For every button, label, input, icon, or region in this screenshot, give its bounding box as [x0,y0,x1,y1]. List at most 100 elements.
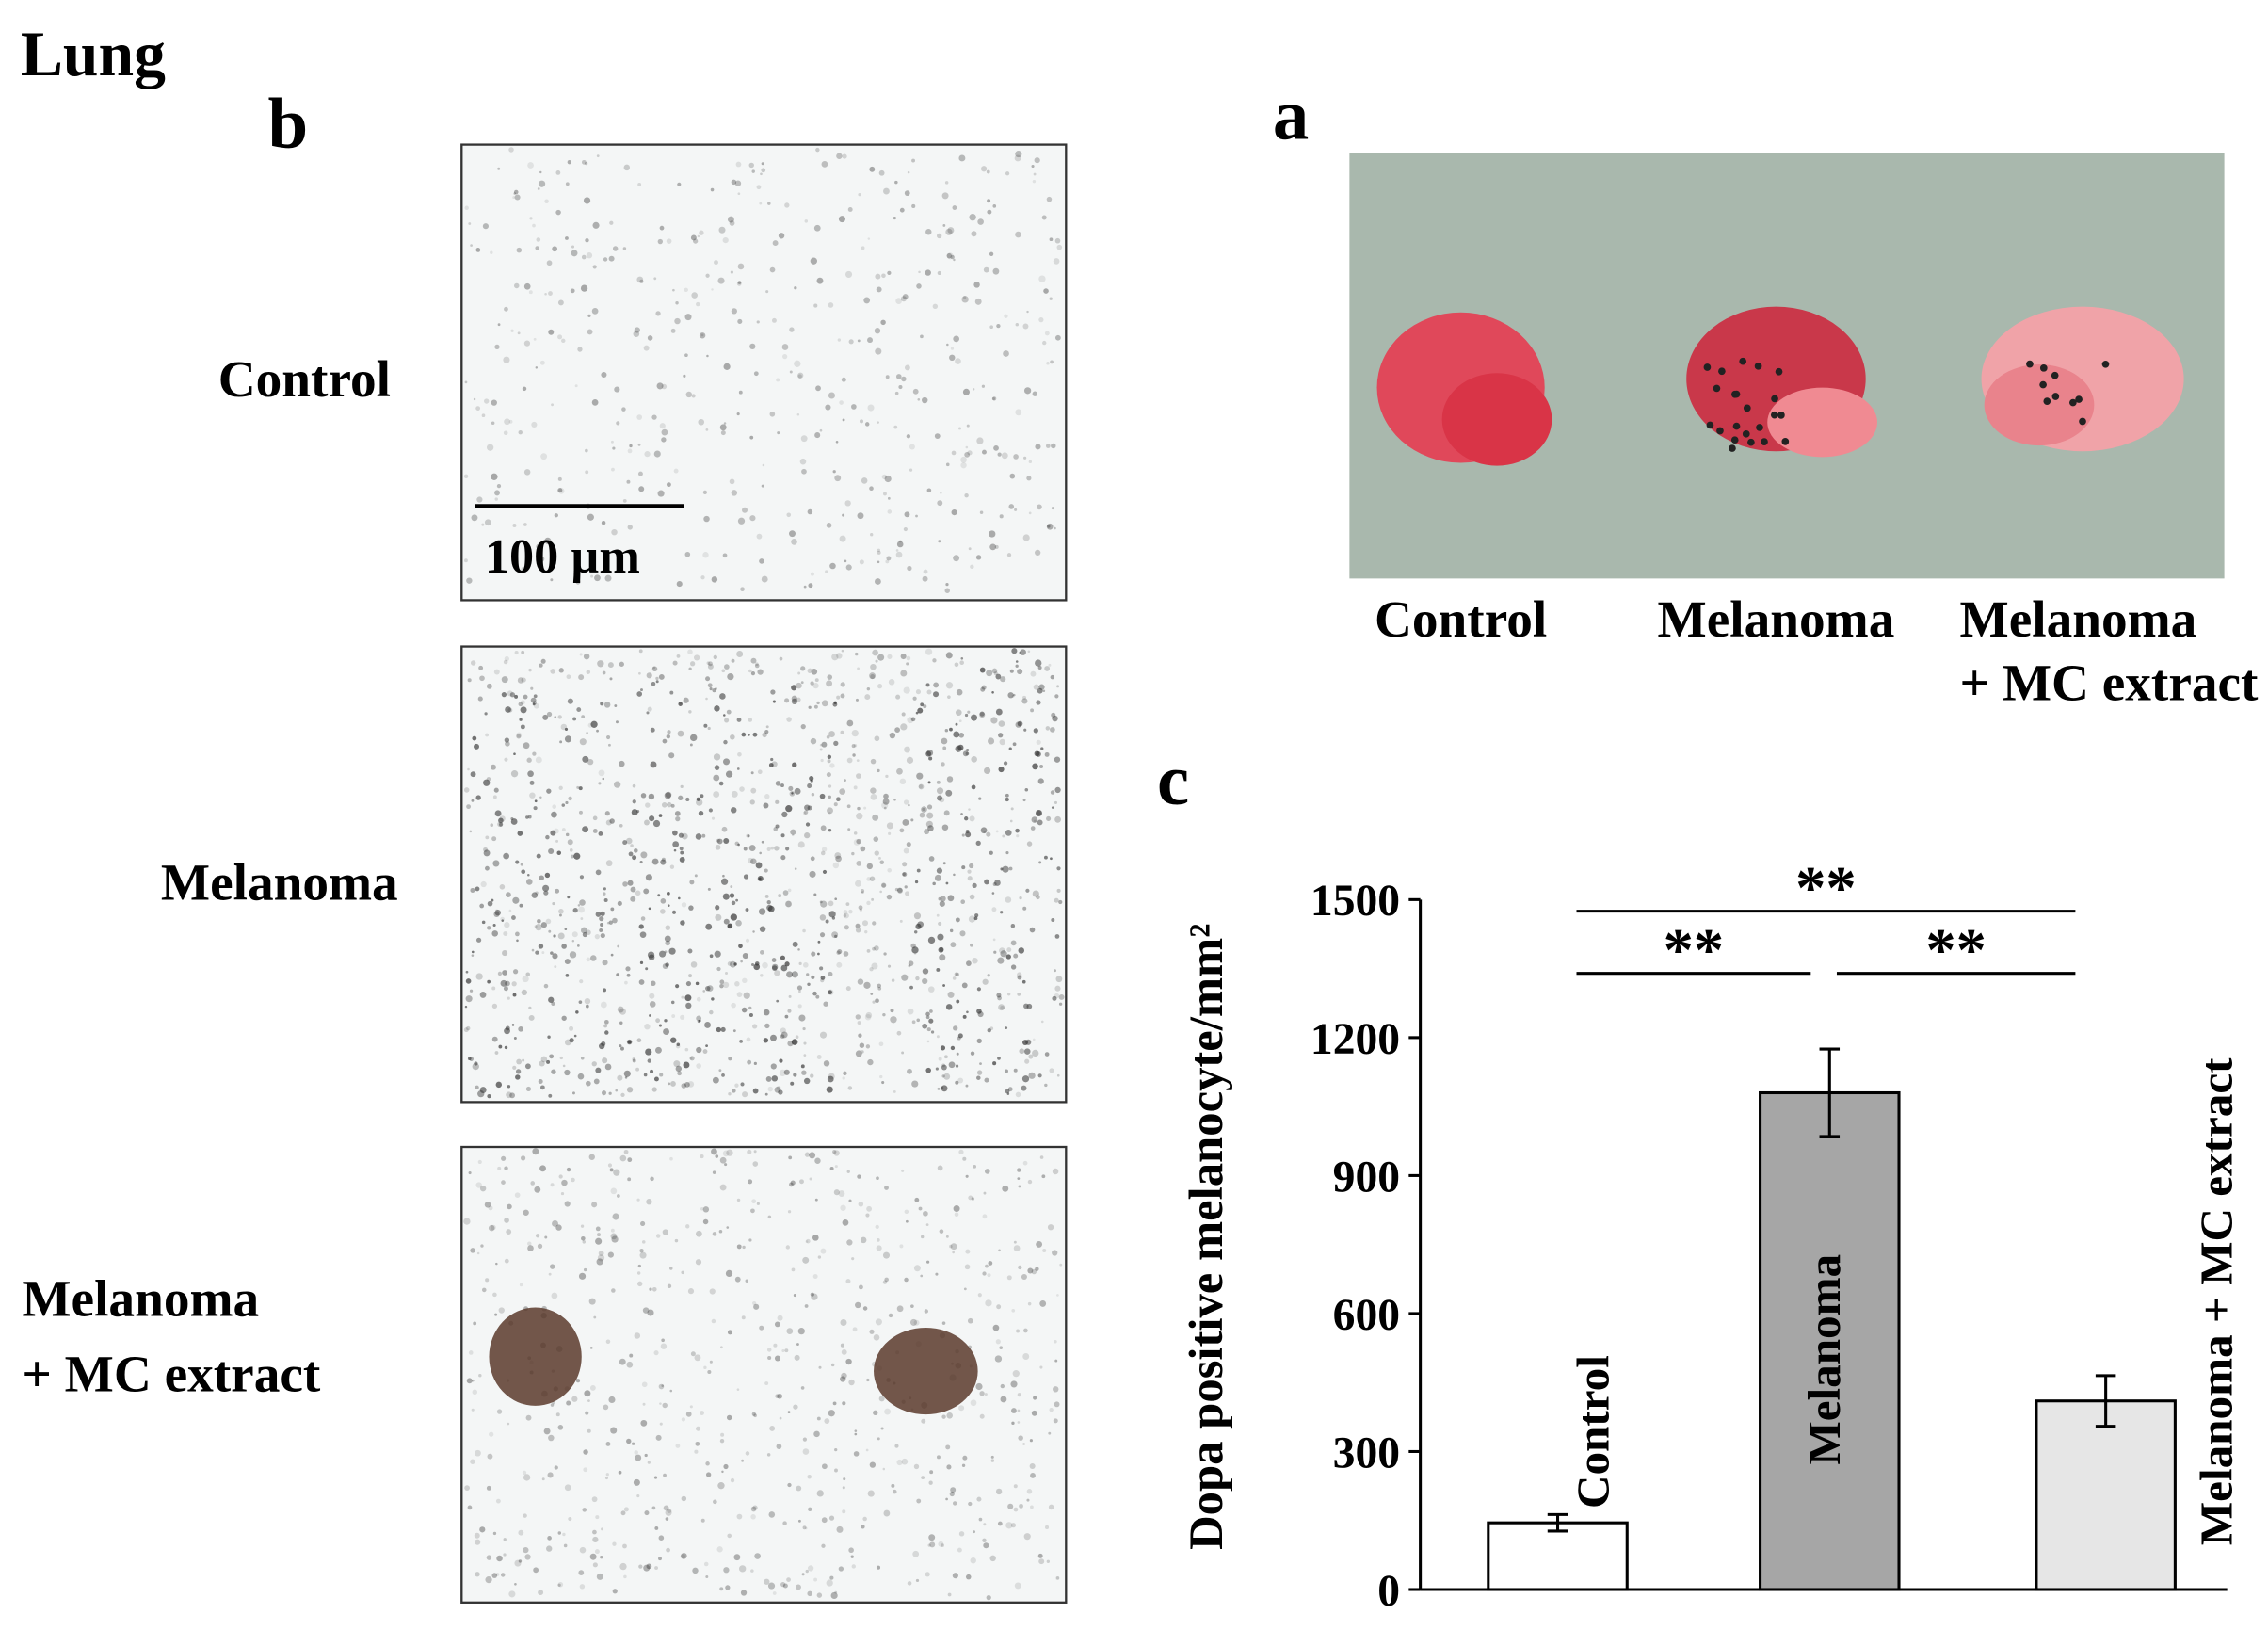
tissue-dot [616,720,619,724]
tissue-dot [539,1085,545,1090]
tissue-dot [722,1150,730,1157]
tissue-dot [962,1156,967,1161]
tissue-dot [813,303,818,308]
tissue-dot [636,1038,642,1043]
tissue-dot [826,1579,833,1587]
tissue-dot [624,980,628,985]
tissue-dot [622,498,627,503]
tissue-dot [659,225,665,231]
tissue-dot [633,331,640,337]
tissue-dot [525,815,529,819]
tissue-dot [824,1418,830,1424]
tissue-dot [713,774,720,782]
tissue-dot [848,909,853,914]
tissue-dot [503,430,508,436]
tissue-dot [765,1076,772,1082]
tissue-dot [573,852,581,860]
tissue-dot [1022,1443,1025,1445]
tissue-dot [965,831,972,838]
tissue-dot [546,788,552,794]
tissue-dot [678,702,683,706]
tissue-dot [603,1019,609,1025]
tissue-dot [631,809,638,816]
tissue-dot [999,738,1005,746]
tissue-dot [908,964,911,968]
tissue-dot [855,928,861,933]
tissue-dot [946,343,949,347]
tissue-dot [659,423,666,429]
tissue-dot [997,995,1002,1001]
tissue-dot [940,1045,946,1051]
tissue-dot [579,810,583,815]
tissue-dot [523,694,528,700]
tissue-dot [813,1430,820,1438]
tissue-dot [695,1441,700,1446]
tissue-dot [601,520,606,525]
tissue-dot [597,660,604,668]
tissue-dot [511,981,517,987]
tissue-dot [663,1028,670,1036]
tissue-dot [529,780,535,785]
tissue-dot [611,1235,619,1243]
tissue-dot [700,1154,704,1159]
tissue-dot [479,1087,487,1094]
tissue-dot [956,1052,959,1056]
tissue-dot [859,559,864,565]
tissue-dot [748,1179,753,1185]
tissue-dot [840,1204,846,1211]
tissue-dot [838,1190,845,1197]
tissue-dot [578,1570,585,1576]
tissue-dot [675,1065,683,1073]
tissue-dot [932,658,937,663]
tissue-dot [938,946,944,953]
tissue-dot [664,950,668,954]
tissue-dot [510,329,514,332]
tissue-dot [725,1585,731,1590]
bar-label: Melanoma [1798,1254,1850,1465]
tissue-dot [796,413,800,416]
tissue-dot [875,1224,879,1230]
tissue-dot [716,838,723,845]
tissue-dot [658,1024,662,1027]
tissue-dot [789,370,793,374]
tissue-dot [700,1411,704,1415]
tissue-dot [833,1189,840,1196]
tissue-dot [565,236,569,240]
tissue-dot [919,812,925,818]
tissue-dot [619,1562,627,1571]
tissue-dot [483,847,488,852]
label: + MC extract [1960,654,2260,711]
tissue-dot [1030,1505,1034,1509]
tissue-dot [688,667,692,671]
tissue-dot [610,1233,618,1240]
tissue-dot [705,428,709,431]
metastasis-spots [1703,357,2110,452]
tissue-dot [584,1390,591,1397]
tissue-dot [926,488,932,493]
tissue-dot [792,762,797,767]
tissue-dot [484,712,488,716]
tissue-dot [894,727,901,734]
tissue-dot [518,1026,523,1032]
tissue-dot [776,378,780,382]
tissue-dot [645,967,649,971]
tissue-dot [819,900,823,904]
tissue-dot [752,1088,759,1094]
tissue-dot [643,345,650,351]
tissue-dot [796,1343,799,1346]
tissue-dot [761,840,764,844]
tissue-dot [596,1258,603,1266]
tissue-dot [463,474,469,479]
tissue-dot [1029,1439,1033,1443]
tissue-dot [739,786,745,792]
tissue-dot [794,867,797,870]
tissue-dot [675,816,681,822]
tissue-dot [522,975,529,983]
tissue-dot [720,878,729,885]
tissue-dot [984,1393,988,1396]
tissue-dot [810,737,817,745]
tissue-dot [1051,806,1054,809]
tissue-dot [1013,1507,1019,1512]
tissue-dot [950,1045,956,1051]
tissue-dot [605,860,613,867]
